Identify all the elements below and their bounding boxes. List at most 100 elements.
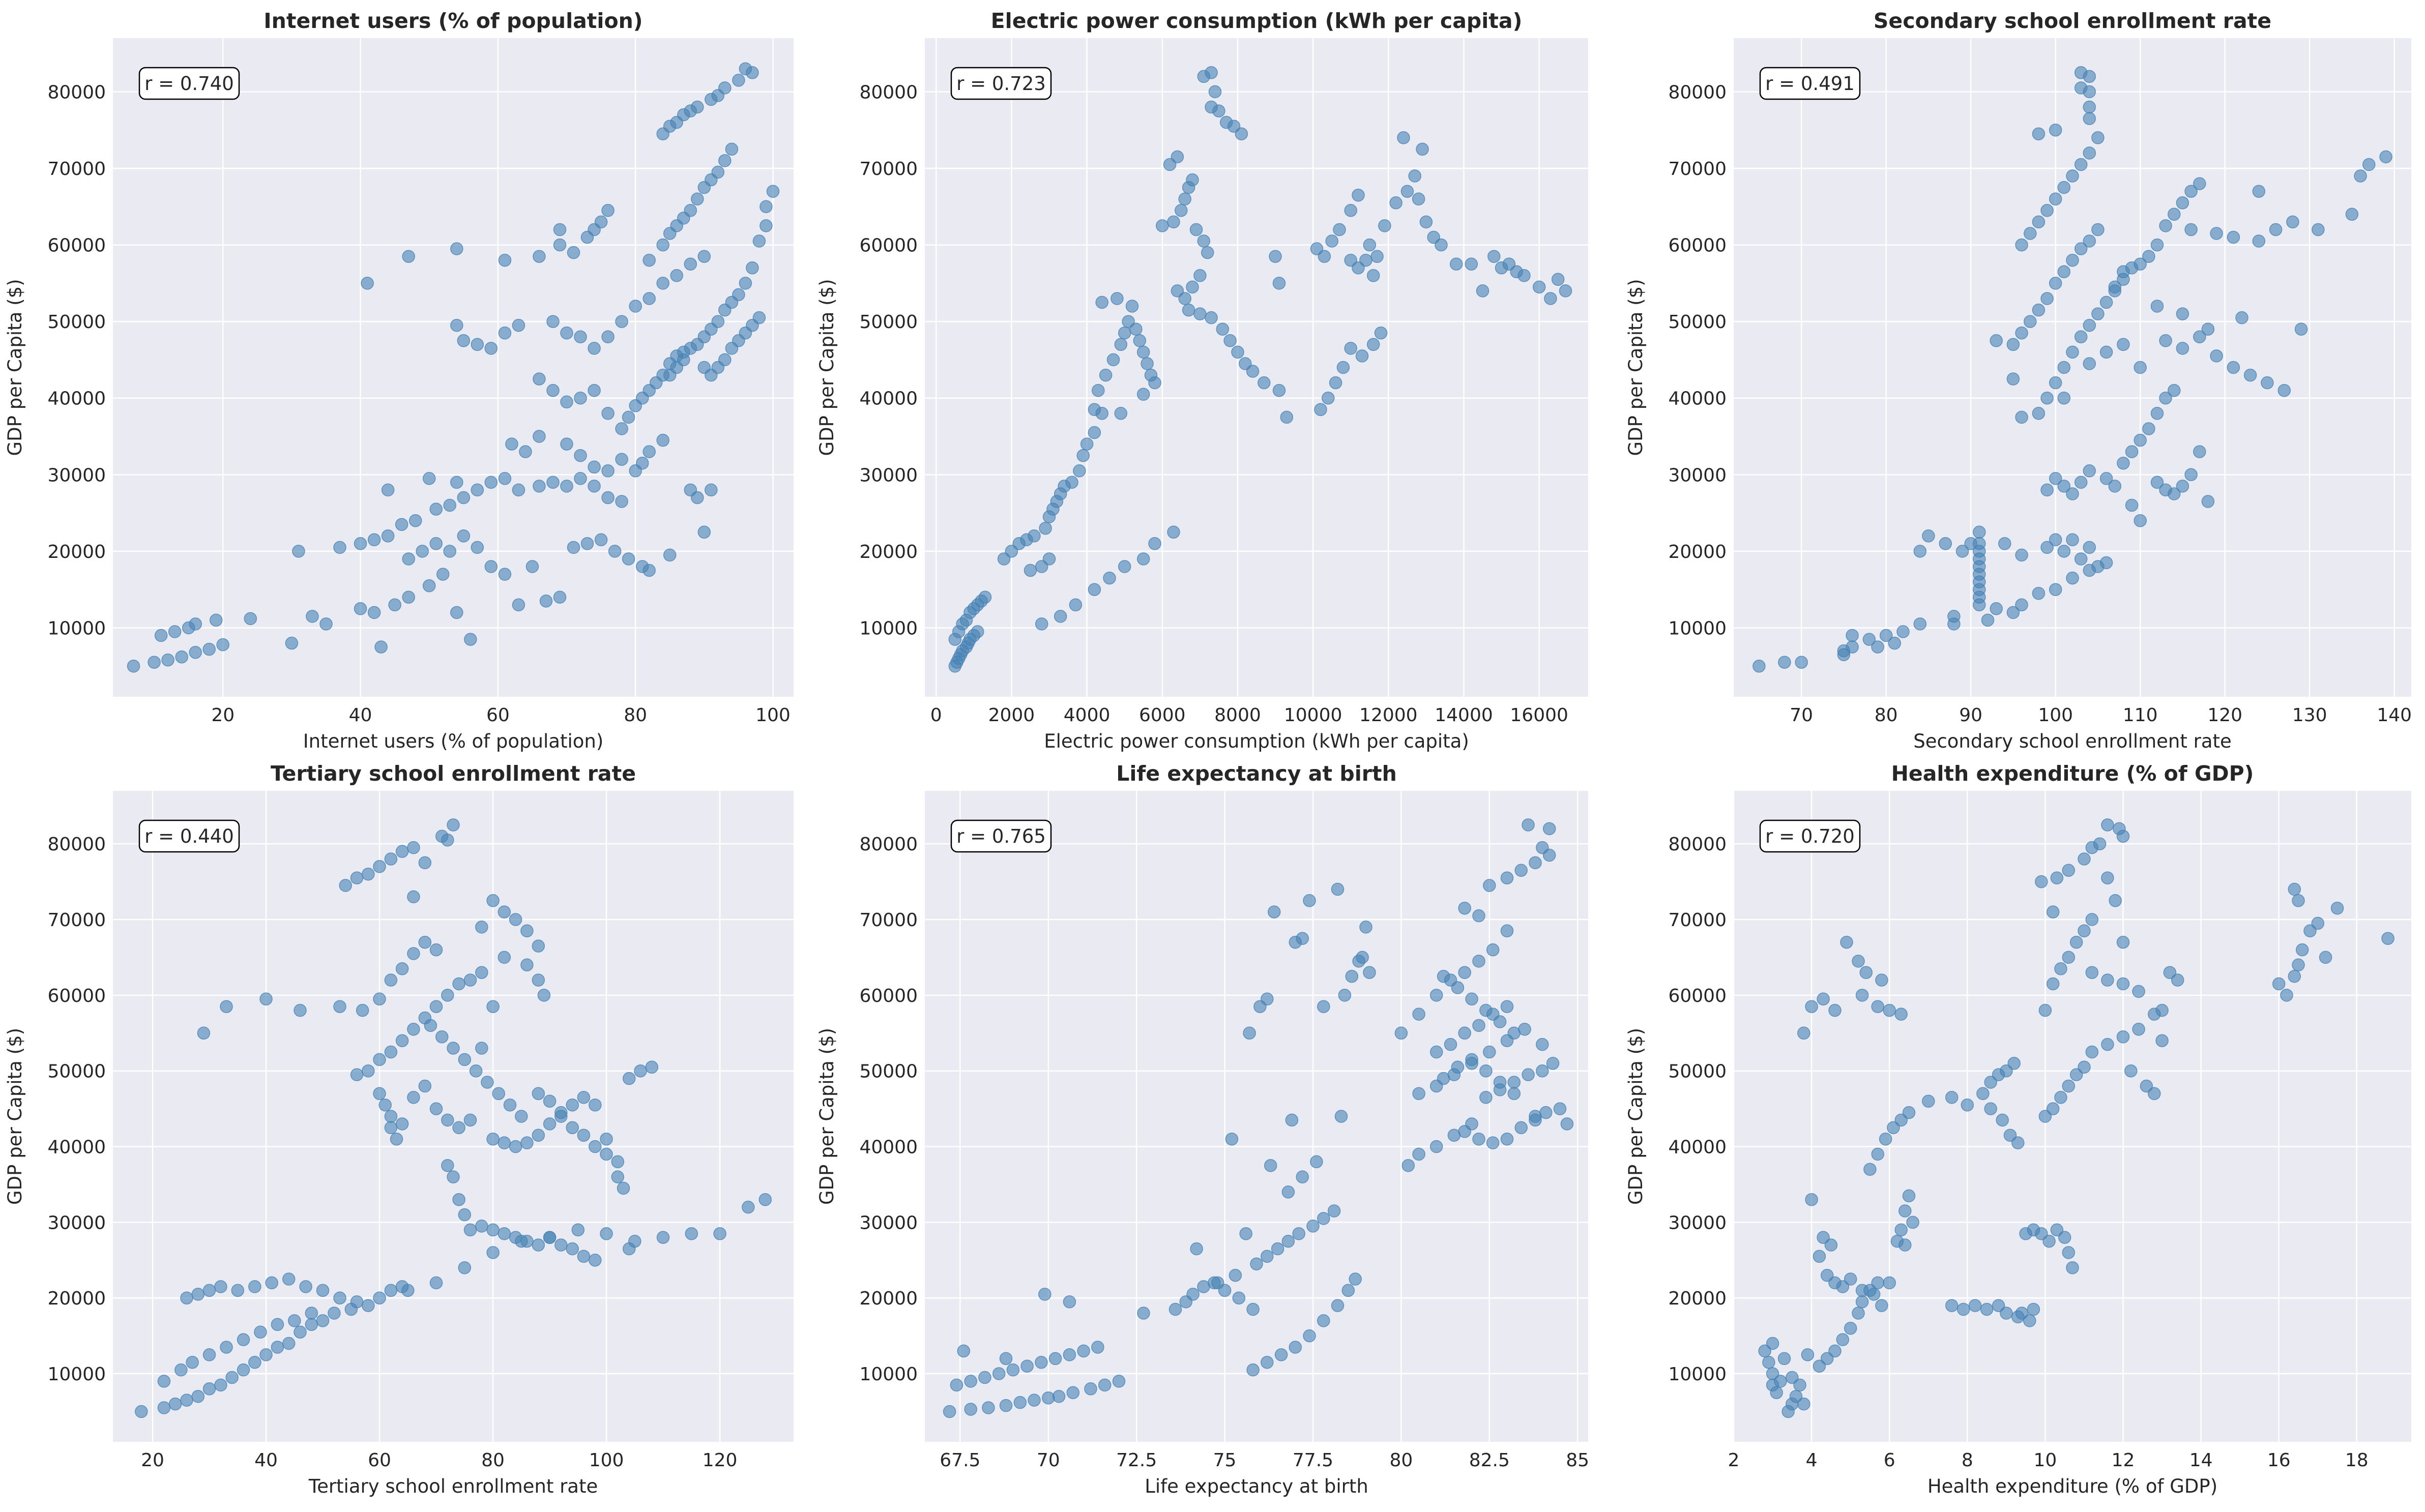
- data-point: [1486, 1136, 1500, 1149]
- data-point: [1258, 376, 1271, 390]
- data-point: [2049, 277, 2062, 290]
- data-point: [2085, 1045, 2099, 1059]
- data-point: [943, 1405, 956, 1418]
- data-point: [1559, 284, 1572, 298]
- data-point: [656, 277, 669, 290]
- data-point: [533, 430, 546, 443]
- data-point: [475, 1220, 488, 1233]
- data-point: [1077, 1344, 1090, 1358]
- data-point: [248, 1280, 261, 1293]
- y-tick-label: 40000: [1668, 1137, 1727, 1158]
- y-tick-label: 60000: [1668, 235, 1727, 256]
- data-point: [509, 1140, 522, 1153]
- y-tick-label: 70000: [47, 910, 106, 931]
- data-point: [486, 894, 500, 907]
- data-point: [520, 1234, 534, 1248]
- data-point: [691, 100, 704, 114]
- data-point: [589, 1098, 602, 1112]
- data-point: [677, 353, 690, 367]
- data-point: [1451, 981, 1465, 994]
- data-point: [1329, 376, 1342, 390]
- data-point: [2134, 433, 2147, 447]
- x-tick-label: 120: [2207, 705, 2242, 726]
- data-point: [1080, 437, 1094, 451]
- data-point: [642, 292, 656, 305]
- data-point: [294, 1003, 307, 1017]
- data-point: [186, 1355, 199, 1369]
- data-point: [1118, 326, 1131, 340]
- data-point: [2272, 977, 2286, 991]
- data-point: [443, 545, 456, 558]
- data-point: [1449, 257, 1463, 271]
- data-point: [288, 1314, 301, 1327]
- data-point: [2035, 1227, 2048, 1240]
- data-point: [691, 192, 704, 205]
- data-point: [525, 560, 539, 573]
- data-point: [2058, 1231, 2071, 1244]
- data-point: [759, 219, 773, 232]
- data-point: [1186, 173, 1199, 187]
- data-point: [1374, 326, 1388, 340]
- data-point: [520, 958, 534, 972]
- data-point: [2032, 127, 2046, 140]
- y-tick-label: 80000: [859, 834, 918, 855]
- data-point: [1493, 1076, 1507, 1089]
- data-point: [354, 602, 367, 615]
- data-point: [2159, 334, 2172, 347]
- data-point: [1325, 234, 1338, 248]
- data-point: [2074, 158, 2088, 171]
- data-point: [1500, 924, 1514, 938]
- data-point: [486, 1246, 500, 1259]
- data-point: [1896, 625, 1910, 638]
- data-point: [1359, 921, 1372, 934]
- data-point: [2227, 230, 2240, 244]
- data-point: [2319, 951, 2332, 964]
- data-point: [248, 1355, 261, 1369]
- data-point: [1786, 1371, 1799, 1384]
- data-point: [2303, 924, 2317, 938]
- data-point: [2040, 483, 2054, 497]
- data-point: [447, 1042, 460, 1055]
- data-point: [1871, 1147, 1884, 1161]
- data-point: [2032, 303, 2046, 317]
- data-point: [546, 315, 560, 328]
- data-point: [2015, 548, 2028, 562]
- data-point: [429, 1276, 443, 1290]
- data-point: [2345, 207, 2359, 221]
- data-point: [512, 483, 525, 497]
- data-point: [498, 1227, 511, 1240]
- data-point: [546, 383, 560, 397]
- x-axis-label: Health expenditure (% of GDP): [1927, 1475, 2217, 1497]
- x-tick-label: 70: [1790, 705, 1813, 726]
- data-point: [2024, 315, 2037, 328]
- data-point: [1118, 560, 1131, 573]
- data-point: [725, 142, 739, 156]
- data-point: [1006, 1363, 1020, 1377]
- y-tick-label: 70000: [859, 159, 918, 180]
- data-point: [2066, 253, 2079, 267]
- data-point: [1292, 1227, 1305, 1240]
- data-point: [1186, 1288, 1200, 1301]
- y-tick-label: 50000: [47, 312, 106, 333]
- data-point: [2085, 913, 2099, 926]
- data-point: [2235, 311, 2248, 324]
- data-point: [539, 595, 553, 608]
- data-point: [1271, 1242, 1284, 1256]
- y-tick-label: 30000: [859, 465, 918, 486]
- data-point: [1472, 1132, 1485, 1146]
- data-point: [2083, 357, 2096, 370]
- data-point: [1344, 342, 1357, 355]
- data-point: [2277, 383, 2291, 397]
- y-tick-label: 70000: [1668, 910, 1727, 931]
- x-tick-label: 8000: [1214, 705, 1261, 726]
- data-point: [1522, 818, 1535, 832]
- y-tick-label: 10000: [1668, 1364, 1727, 1385]
- data-point: [1429, 989, 1443, 1002]
- data-point: [1770, 1386, 1783, 1400]
- data-point: [1211, 1276, 1224, 1290]
- plot-area: [1734, 38, 2411, 697]
- data-point: [407, 1023, 420, 1036]
- data-point: [486, 1223, 500, 1237]
- data-point: [457, 491, 471, 505]
- data-point: [202, 642, 216, 656]
